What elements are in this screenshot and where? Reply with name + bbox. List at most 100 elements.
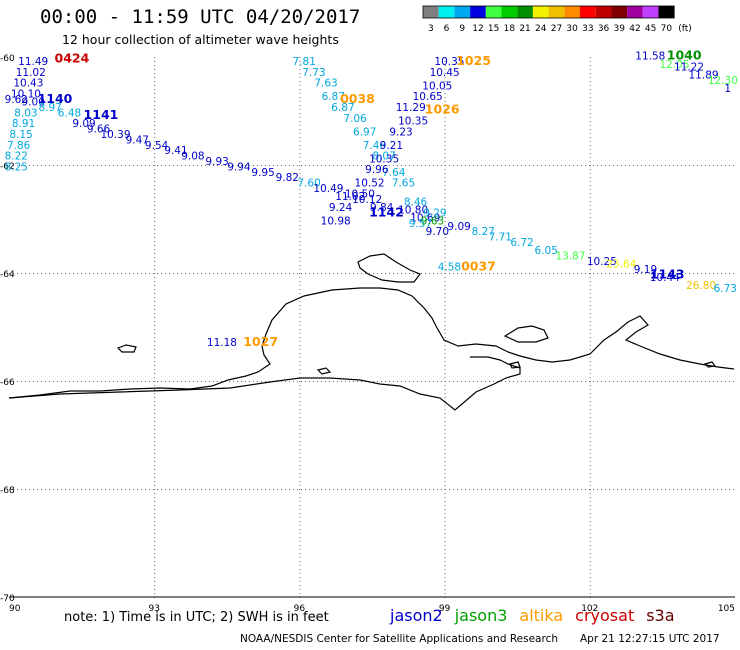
track-label-1142: 1142 [369, 204, 404, 219]
wave-height-value: 9.08 [181, 151, 204, 163]
track-labels: 0424 1140 1141 0038 1025 1026 1142 0037 1143 1040… [38, 48, 702, 349]
wave-height-value: 9.62 [5, 94, 28, 106]
wave-height-value: 10.80 [398, 205, 428, 217]
legend-label-6: 6 [444, 24, 450, 34]
wave-height-value: 6.48 [58, 107, 81, 119]
wave-height-value: 10.49 [313, 183, 343, 195]
wave-height-value: 11.29 [396, 102, 426, 114]
wave-height-value: 11.22 [674, 62, 704, 74]
islet-2 [316, 367, 332, 375]
wave-height-value: 9.54 [145, 140, 169, 152]
wave-height-value: 8.91 [12, 118, 35, 130]
island-east [503, 325, 549, 343]
legend-swatch-24 [532, 6, 549, 18]
track-label-1027: 1027 [243, 334, 278, 349]
wave-height-value: 9.95 [251, 167, 274, 179]
legend-label-42: 42 [629, 24, 640, 34]
legend-swatch-39 [611, 6, 628, 18]
mission-jason2: jason2 [390, 606, 443, 625]
islet-3 [509, 361, 521, 369]
credit-line: NOAA/NESDIS Center for Satellite Applica… [240, 633, 558, 645]
color-legend: 3 6 9 12 15 18 21 24 27 30 33 36 39 42 45 70 (ft) [422, 5, 692, 34]
wave-height-value: 10.43 [13, 78, 43, 90]
coastline-shelf [8, 356, 521, 411]
wave-height-value: 11.49 [18, 56, 48, 68]
wave-height-value: 10.50 [345, 188, 375, 200]
wave-height-value: 9.84 [370, 202, 394, 214]
legend-swatch-15 [485, 6, 502, 18]
wave-height-value: 11.18 [207, 337, 237, 349]
page-title: 00:00 - 11:59 UTC 04/20/2017 [40, 6, 361, 28]
wave-height-value: 10.45 [430, 67, 460, 79]
wave-height-value: 7.73 [302, 67, 325, 79]
lat-tick--70: -70 [0, 594, 15, 604]
mission-jason3: jason3 [454, 606, 508, 625]
page-subtitle: 12 hour collection of altimeter wave hei… [62, 32, 339, 47]
coastline-main [8, 287, 735, 399]
coastline [8, 253, 735, 411]
wave-height-value: 8.25 [5, 161, 28, 173]
track-label-1025: 1025 [456, 53, 491, 68]
wave-height-value: 9.93 [205, 156, 228, 168]
wave-height-value: 8.03 [14, 107, 37, 119]
track-label-0038: 0038 [340, 91, 375, 106]
wave-height-value: 7.86 [7, 140, 31, 152]
lat-tick--68: -68 [0, 486, 15, 496]
wave-height-value: 7.46 [363, 140, 387, 152]
wave-height-value: 7.64 [382, 167, 406, 179]
wave-height-value: 10.65 [413, 91, 443, 103]
wave-height-value: 9.24 [329, 202, 353, 214]
wave-height-value: 8.27 [472, 226, 495, 238]
island-north [357, 253, 421, 283]
wave-height-value: 9.66 [87, 124, 111, 136]
lon-tick-93: 93 [148, 604, 159, 614]
legend-swatch-27 [548, 6, 565, 18]
legend-label-70: 70 [661, 24, 673, 34]
legend-swatch-6 [438, 6, 455, 18]
legend-label-33: 33 [582, 24, 593, 34]
wave-height-value: 9.70 [426, 226, 449, 238]
wave-height-value: 9.57 [409, 218, 432, 230]
legend-swatch-9 [454, 6, 471, 18]
wave-height-value: 9.94 [227, 161, 251, 173]
wave-height-value: 9.19 [634, 264, 657, 276]
lon-tick-90: 90 [9, 604, 21, 614]
mission-s3a: s3a [646, 606, 675, 625]
wave-height-value: 10.98 [321, 215, 351, 227]
wave-height-value: 9.09 [447, 221, 470, 233]
lon-tick-102: 102 [581, 604, 598, 614]
wave-height-value: 11.58 [635, 51, 665, 63]
legend-swatch-18 [501, 6, 518, 18]
legend-swatch-33 [580, 6, 596, 18]
legend-label-45: 45 [645, 24, 656, 34]
wave-height-value: 9.82 [276, 172, 299, 184]
wave-height-value: 7.65 [392, 178, 415, 190]
wave-height-value: 23.64 [606, 259, 636, 271]
legend-label-24: 24 [535, 24, 547, 34]
legend-label-12: 12 [472, 24, 483, 34]
wave-height-value: 10.52 [355, 178, 385, 190]
wave-height-value: 12.30 [708, 75, 738, 87]
wave-height-value: 4.58 [438, 261, 461, 273]
track-label-1143: 1143 [650, 266, 685, 281]
wave-height-value: 11.02 [16, 67, 46, 79]
wave-height-value: 10.35 [434, 56, 464, 68]
track-label-1026: 1026 [425, 102, 460, 117]
wave-height-value: 10.39 [100, 129, 130, 141]
wave-height-value: 10.44 [650, 272, 680, 284]
map-grid: 90 93 96 99 102 105 -60 -62 -64 -66 -68 -70 [0, 54, 735, 614]
wave-height-value: 10.10 [11, 89, 41, 101]
wave-height-value: 11.89 [689, 70, 719, 82]
wave-height-value: 6.87 [322, 91, 345, 103]
wave-height-value: 6.72 [510, 237, 533, 249]
wave-height-value: 8.46 [404, 197, 428, 209]
legend-label-30: 30 [566, 24, 578, 34]
wave-height-value: 9.47 [126, 134, 149, 146]
wave-height-value: 7.71 [489, 232, 512, 244]
wave-height-value: 9.63 [421, 215, 444, 227]
lat-tick--60: -60 [0, 54, 15, 64]
wave-height-value: 10.12 [352, 194, 382, 206]
wave-height-value: 7.81 [293, 56, 316, 68]
wave-height-value: 9.09 [72, 118, 95, 130]
